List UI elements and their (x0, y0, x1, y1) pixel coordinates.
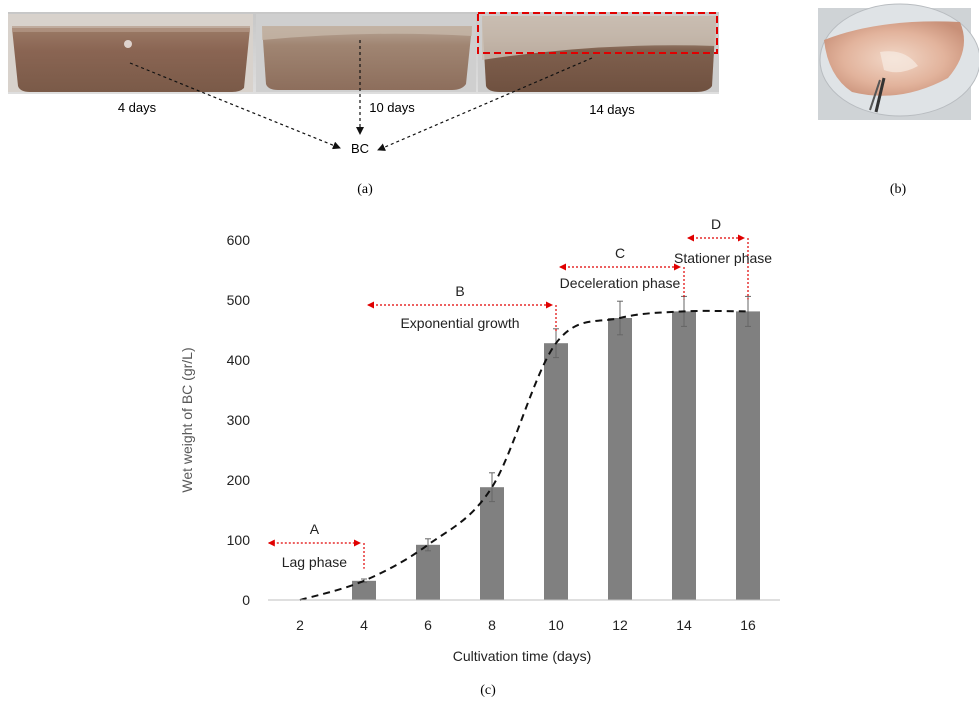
x-tick-label: 14 (676, 617, 692, 633)
phase-letter: C (615, 245, 625, 261)
phase-name: Lag phase (282, 554, 348, 570)
bar (480, 487, 504, 600)
panel-c-label: (c) (480, 683, 496, 698)
x-tick-label: 12 (612, 617, 628, 633)
bars (352, 311, 760, 600)
y-tick-label: 100 (227, 532, 251, 548)
phase-annotations: A Lag phase B Exponential growth C Decelerati… (267, 216, 772, 570)
x-tick-label: 16 (740, 617, 756, 633)
bar (544, 343, 568, 600)
y-tick-label: 400 (227, 352, 251, 368)
x-tick-label: 10 (548, 617, 564, 633)
culture-container-4-days (8, 14, 253, 92)
days-label-4: 4 days (118, 100, 157, 115)
y-tick-label: 500 (227, 292, 251, 308)
trend-line (299, 309, 749, 601)
pellicle-highlight-box (477, 12, 718, 54)
x-axis: 2 4 6 8 10 12 14 16 (296, 617, 756, 633)
bar (416, 544, 440, 600)
phase-letter: D (711, 216, 721, 232)
pellicle-photo-panel-b (818, 3, 979, 120)
x-axis-title: Cultivation time (days) (453, 648, 592, 664)
arrows-to-bc (129, 40, 593, 151)
phase-letter: B (455, 283, 464, 299)
bar (672, 311, 696, 600)
bar (736, 311, 760, 600)
x-tick-label: 4 (360, 617, 368, 633)
y-axis-title: Wet weight of BC (gr/L) (179, 347, 195, 492)
phase-name: Exponential growth (400, 315, 519, 331)
y-tick-label: 0 (242, 592, 250, 608)
bc-label: BC (351, 141, 369, 156)
x-tick-label: 8 (488, 617, 496, 633)
bar (608, 318, 632, 600)
y-tick-label: 600 (227, 232, 251, 248)
photo-strip-panel-a (8, 12, 719, 94)
phase-name: Stationer phase (674, 250, 772, 266)
x-tick-label: 2 (296, 617, 304, 633)
y-tick-label: 200 (227, 472, 251, 488)
days-label-10: 10 days (369, 100, 415, 115)
culture-container-10-days (256, 14, 476, 92)
phase-letter: A (310, 521, 320, 537)
culture-container-14-days (478, 14, 719, 92)
y-tick-label: 300 (227, 412, 251, 428)
days-label-14: 14 days (589, 102, 635, 117)
panel-b-label: (b) (890, 182, 907, 197)
bar (352, 580, 376, 600)
y-axis: 0 100 200 300 400 500 600 (227, 232, 251, 608)
x-tick-label: 6 (424, 617, 432, 633)
panel-a-label: (a) (357, 182, 373, 197)
growth-chart: 0 100 200 300 400 500 600 2 4 6 8 10 12 14 16 A Lag ph… (179, 216, 780, 664)
phase-name: Deceleration phase (560, 275, 681, 291)
